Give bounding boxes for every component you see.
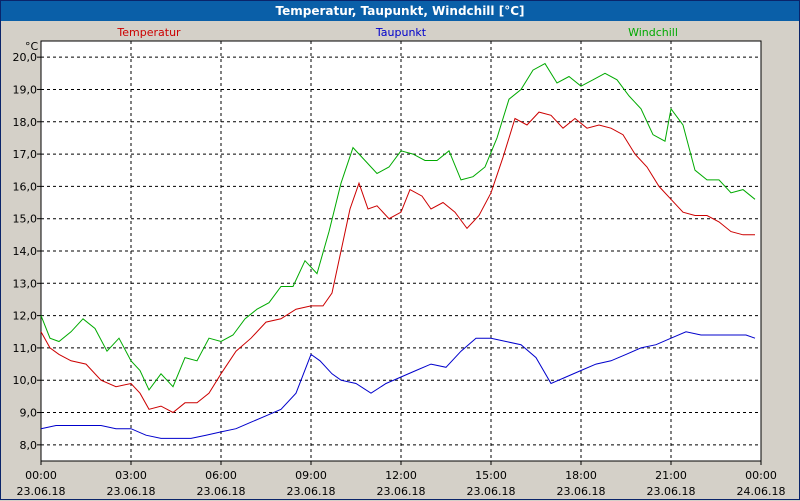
y-tick-label: 8,0 [20,439,38,452]
y-tick-label: 20,0 [13,51,38,64]
x-tick-date: 23.06.18 [197,485,246,498]
y-tick-label: 10,0 [13,374,38,387]
y-tick-label: 17,0 [13,148,38,161]
series-lines [40,62,756,439]
y-tick-label: 16,0 [13,180,38,193]
x-tick-date: 23.06.18 [647,485,696,498]
y-tick-label: 13,0 [13,277,38,290]
y-tick-label: 12,0 [13,310,38,323]
grid-lines [41,41,761,461]
x-tick-date: 23.06.18 [287,485,336,498]
series-line-windchill [40,62,756,391]
y-tick-label: 15,0 [13,213,38,226]
y-unit-label: °C [25,40,39,53]
x-tick-date: 23.06.18 [377,485,426,498]
y-tick-label: 9,0 [20,407,38,420]
x-tick-date: 23.06.18 [557,485,606,498]
x-tick-date: 23.06.18 [107,485,156,498]
legend-windchill: Windchill [628,26,678,39]
x-tick-time: 15:00 [475,469,507,482]
x-tick-time: 21:00 [655,469,687,482]
y-tick-label: 11,0 [13,342,38,355]
window-title: Temperatur, Taupunkt, Windchill [°C] [1,1,799,21]
x-tick-time: 06:00 [205,469,237,482]
x-tick-time: 03:00 [115,469,147,482]
x-tick-time: 18:00 [565,469,597,482]
y-axis-ticks: 8,0 9,0 10,0 11,0 12,0 13,0 14,0 15,0 16,0 17,0 18… [13,51,41,452]
x-tick-time: 09:00 [295,469,327,482]
x-tick-date: 24.06.18 [737,485,786,498]
x-tick-time: 00:00 [25,469,57,482]
x-tick-date: 23.06.18 [17,485,66,498]
x-tick-time: 12:00 [385,469,417,482]
legend-temperatur: Temperatur [116,26,181,39]
y-tick-label: 19,0 [13,83,38,96]
y-tick-label: 18,0 [13,116,38,129]
x-tick-date: 23.06.18 [467,485,516,498]
x-axis-ticks: 00:00 23.06.18 03:00 23.06.18 06:00 23.06.18 0… [17,461,786,498]
legend-taupunkt: Taupunkt [375,26,427,39]
x-tick-time: 00:00 [745,469,777,482]
y-tick-label: 14,0 [13,245,38,258]
series-line-temperatur [40,111,755,414]
series-line-taupunkt [40,331,756,439]
